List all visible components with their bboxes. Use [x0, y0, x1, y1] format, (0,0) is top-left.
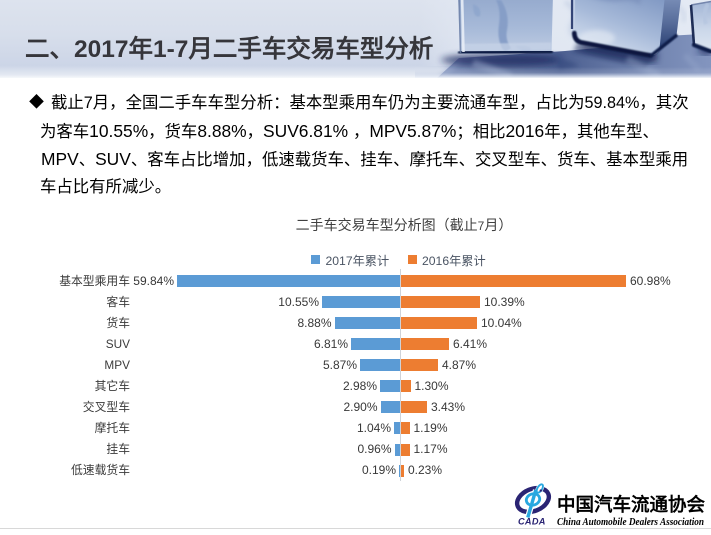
svg-text:CADA: CADA	[518, 517, 546, 527]
svg-text:China Automobile Dealers Assoc: China Automobile Dealers Association	[557, 517, 704, 528]
svg-text:中国汽车流通协会: 中国汽车流通协会	[557, 494, 706, 515]
